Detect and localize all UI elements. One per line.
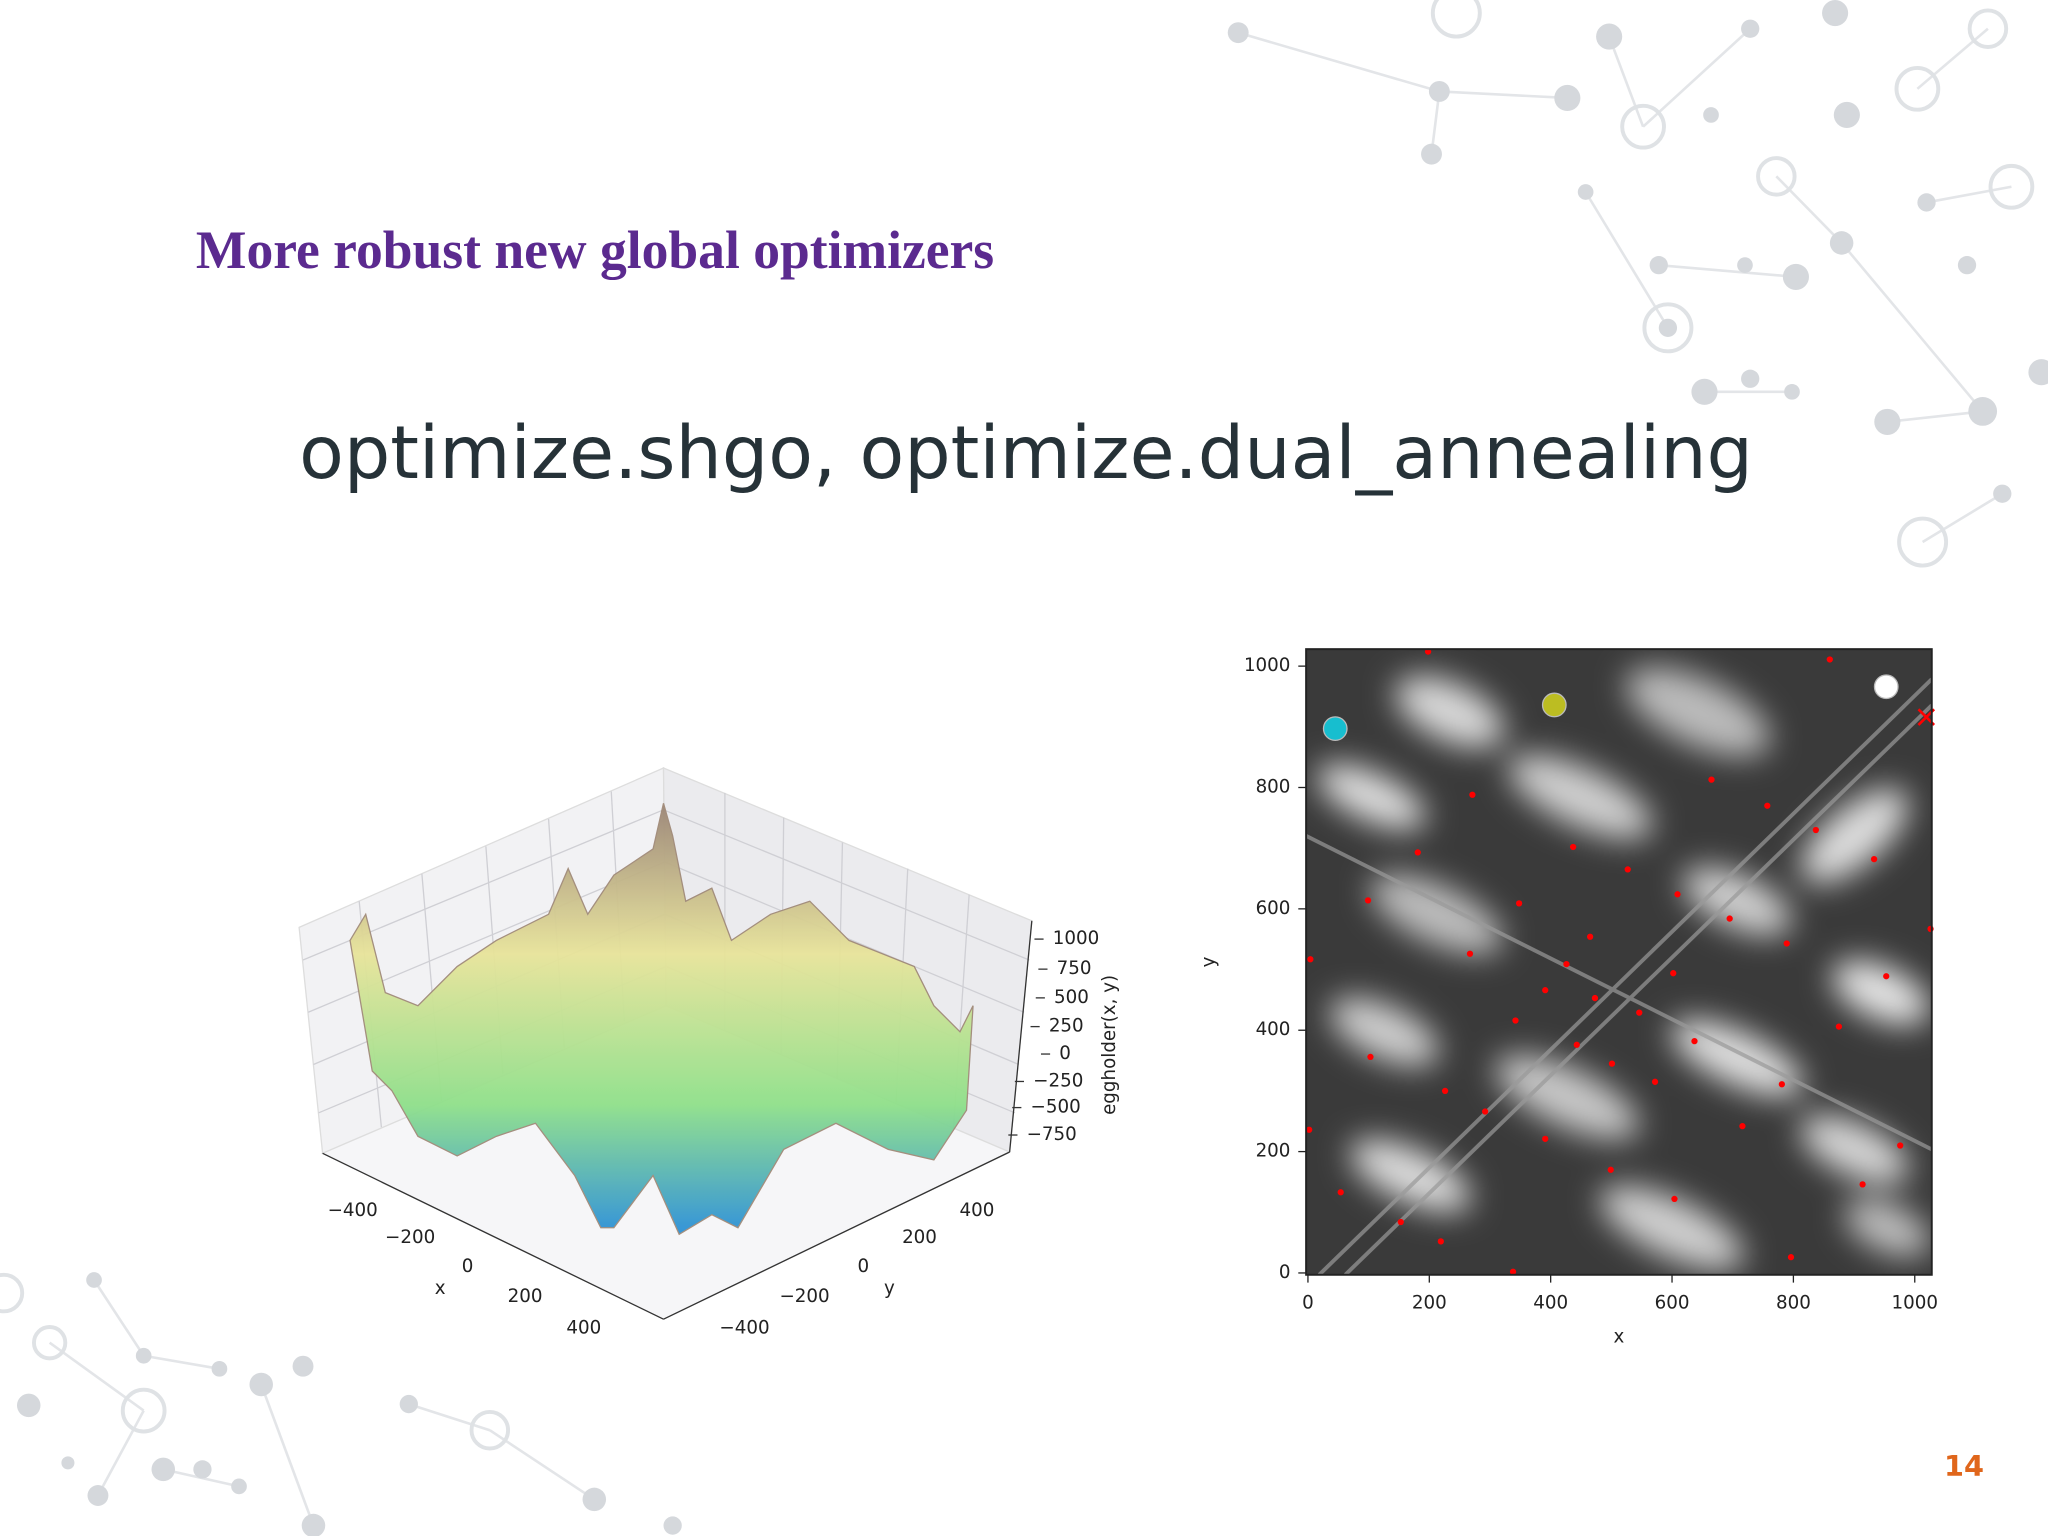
x-tick-label: −400 [328,1200,378,1221]
slide-title: More robust new global optimizers [196,220,994,280]
point [1826,656,1833,663]
x-tick-label: 600 [1655,1293,1690,1314]
ridges [1306,677,1932,1275]
z-tick-label: −500 [1031,1097,1081,1118]
point [1708,776,1715,783]
point [1306,1126,1313,1133]
point [1509,1268,1517,1275]
y-tick-label: 1000 [1244,655,1291,676]
point [1307,956,1314,963]
highlight-point [1322,716,1348,742]
point [1870,855,1878,863]
point [1512,1017,1519,1024]
x-tick-label: 200 [508,1286,543,1307]
point [1569,843,1577,851]
y-tick-label: 600 [1256,898,1291,919]
y-tick-label: −400 [719,1317,769,1338]
slide-subtitle: optimize.shgo, optimize.dual_annealing [299,411,1753,496]
y-tick-label: 200 [902,1227,937,1248]
scatter-plot: 0 200 400 600 800 1000 0 200 400 600 800 1000 x y [1198,648,1939,1347]
point [1607,1166,1614,1173]
point [1927,925,1934,933]
point [1883,973,1890,980]
point [1586,933,1594,940]
z-tick-label: 0 [1059,1043,1071,1064]
point [1469,791,1476,798]
z-tick-label: 1000 [1053,928,1100,949]
surface-plot: 1000 750 500 250 0 −250 −500 −750 −400 −200 0 200 40… [298,767,1120,1338]
point [1812,826,1819,834]
point [1608,1060,1616,1067]
point [1636,1009,1643,1016]
x-tick-label: 0 [1302,1293,1314,1314]
point [1778,1081,1786,1088]
y-axis-label: y [884,1278,895,1299]
surface [349,803,974,1236]
point [1764,802,1771,809]
z-tick-label: 750 [1057,958,1092,979]
x-tick-label: −200 [385,1227,435,1248]
point [1466,950,1474,957]
point [1437,1238,1444,1245]
y-tick-label: 800 [1256,776,1291,797]
y-tick-label: 0 [1279,1262,1291,1283]
highlight-point [1541,692,1567,718]
x-tick-label: 400 [1533,1293,1568,1314]
x-tick-label: 0 [462,1256,474,1277]
point [1739,1122,1746,1130]
y-tick-label: −200 [779,1286,829,1307]
point [1414,849,1421,856]
point [1563,960,1570,968]
page-number: 14 [1944,1449,1984,1483]
point [1591,994,1599,1002]
x-tick-label: 1000 [1892,1293,1939,1314]
y-tick-label: 0 [858,1256,870,1277]
point [1859,1181,1866,1188]
point [1651,1078,1659,1085]
point [1542,987,1549,994]
landscape-shading [1317,667,1930,1270]
z-tick-label: 500 [1054,987,1089,1008]
point [1671,1195,1678,1203]
x-tick-label: 400 [566,1317,601,1338]
point [1726,915,1733,922]
point [1367,1053,1374,1061]
y-tick-label: 200 [1256,1141,1291,1162]
x-axis-label: x [435,1278,446,1299]
point [1787,1254,1795,1261]
3d-axis-lines [322,920,1033,1320]
point [1441,1087,1449,1095]
point [1674,891,1681,898]
x-tick-label: 800 [1776,1293,1811,1314]
point [1515,900,1523,907]
point [1624,866,1631,873]
point [1397,1218,1404,1226]
x-tick-label: 200 [1412,1293,1447,1314]
y-tick-label: 400 [1256,1019,1291,1040]
point [1783,940,1790,947]
y-axis-label: y [1198,956,1219,967]
plot-frame [1305,648,1933,1276]
z-tick-label: −250 [1033,1070,1083,1091]
point [1691,1038,1698,1045]
point [1897,1142,1904,1149]
point [1337,1189,1344,1196]
y-tick-label: 400 [960,1200,995,1221]
point [1670,970,1677,977]
point [1481,1108,1489,1115]
point [1542,1135,1549,1142]
x-axis-label: x [1614,1326,1625,1347]
point [1364,897,1372,904]
z-tick-label: −750 [1027,1124,1077,1145]
highlight-point [1873,674,1899,700]
z-tick-label: 250 [1049,1016,1084,1037]
point [1573,1041,1580,1048]
z-axis-label: eggholder(x, y) [1099,975,1120,1115]
point [1835,1023,1843,1030]
